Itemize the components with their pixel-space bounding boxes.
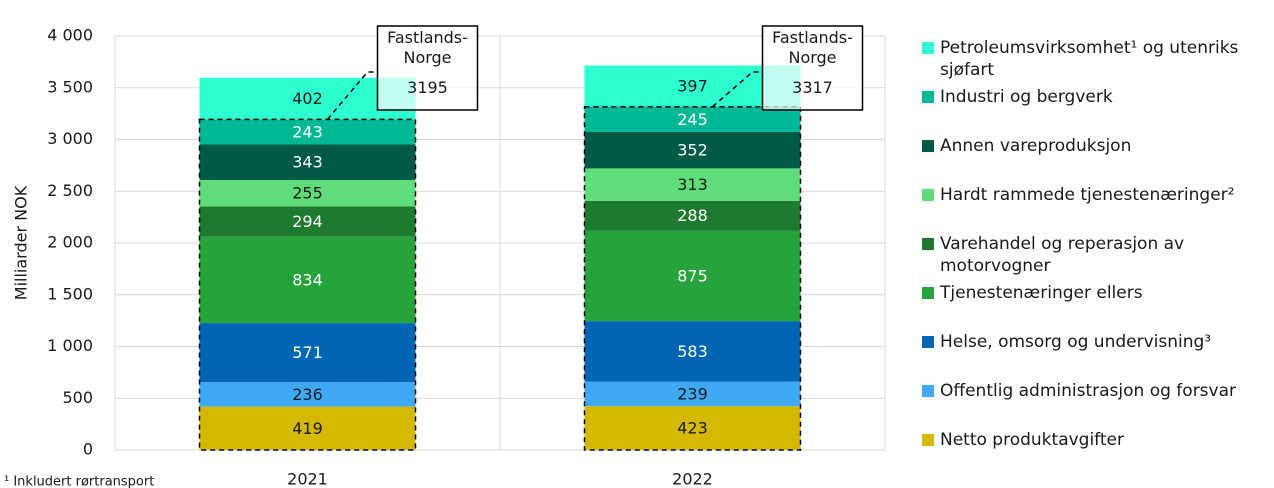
legend-swatch (922, 287, 934, 299)
annotation-value: 3195 (407, 78, 448, 97)
legend-swatch (922, 336, 934, 348)
legend-swatch (922, 42, 934, 54)
data-label: 583 (677, 342, 708, 361)
legend-label: Offentlig administrasjon og forsvar (940, 381, 1237, 401)
data-label: 294 (292, 212, 323, 231)
data-label: 419 (292, 419, 323, 438)
data-label: 875 (677, 266, 708, 285)
data-label: 255 (292, 184, 323, 203)
data-label: 834 (292, 270, 323, 289)
bar-segment (199, 206, 416, 237)
annotation-box (376, 25, 479, 111)
data-label: 397 (677, 77, 708, 96)
legend-swatch (922, 91, 934, 103)
data-label: 571 (292, 343, 323, 362)
bar-segment (199, 144, 416, 180)
legend-label: Hardt rammede tjenestenæringer² (940, 185, 1235, 205)
data-label: 243 (292, 122, 323, 141)
bar-segment (584, 381, 801, 407)
bar-segment (584, 106, 801, 132)
bar-segment (584, 230, 801, 322)
bar-segment (199, 382, 416, 407)
x-tick-label: 2021 (287, 470, 328, 488)
mainland-outline (198, 118, 417, 451)
bar-segment (199, 119, 416, 145)
legend-swatch (922, 140, 934, 152)
y-tick-label: 500 (62, 388, 93, 407)
bar-segment (199, 236, 416, 324)
legend-swatch (922, 434, 934, 446)
footnote: ¹ Inkludert rørtransport (4, 475, 154, 488)
legend-label: Petroleumsvirksomhet¹ og utenriks sjøfar… (940, 38, 1239, 80)
y-tick-label: 4 000 (47, 26, 93, 45)
data-label: 423 (677, 419, 708, 438)
data-label: 288 (677, 206, 708, 225)
bar-segment (584, 321, 801, 382)
data-label: 245 (677, 110, 708, 129)
mainland-outline (583, 105, 802, 451)
bar-segment (584, 200, 801, 231)
data-label: 402 (292, 89, 323, 108)
legend-swatch (922, 385, 934, 397)
x-tick-label: 2022 (672, 470, 713, 488)
legend-label: Helse, omsorg og undervisning³ (940, 332, 1212, 352)
y-tick-label: 3 000 (47, 129, 93, 148)
legend-swatch (922, 189, 934, 201)
bar-segment (584, 168, 801, 201)
data-label: 313 (677, 175, 708, 194)
y-tick-label: 1 000 (47, 336, 93, 355)
y-tick-label: 0 (83, 440, 93, 459)
legend-label: Tjenestenæringer ellers (940, 283, 1143, 303)
data-label: 236 (292, 385, 323, 404)
legend-label: Varehandel og reperasjon av motorvogner (940, 234, 1185, 276)
bar-segment (199, 406, 416, 450)
leader-line (326, 71, 378, 120)
annotation-text: Fastlands-Norge (772, 28, 853, 67)
annotation-text: Fastlands-Norge (387, 28, 468, 67)
bar-segment (199, 179, 416, 207)
legend-label: Netto produktavgifter (940, 430, 1124, 450)
data-label: 352 (677, 141, 708, 160)
y-axis-label: Milliarder NOK (12, 185, 31, 300)
legend-swatch (922, 238, 934, 250)
legend-label: Annen vareproduksjon (940, 136, 1132, 156)
legend-label: Industri og bergverk (940, 87, 1113, 107)
y-tick-label: 2 000 (47, 233, 93, 252)
bar-segment (584, 406, 801, 450)
data-label: 239 (677, 384, 708, 403)
bar-segment (199, 323, 416, 383)
y-tick-label: 2 500 (47, 181, 93, 200)
annotation-box (761, 25, 864, 111)
annotation-value: 3317 (792, 78, 833, 97)
y-tick-label: 1 500 (47, 284, 93, 303)
bar-segment (584, 131, 801, 169)
y-tick-label: 3 500 (47, 77, 93, 96)
data-label: 343 (292, 153, 323, 172)
